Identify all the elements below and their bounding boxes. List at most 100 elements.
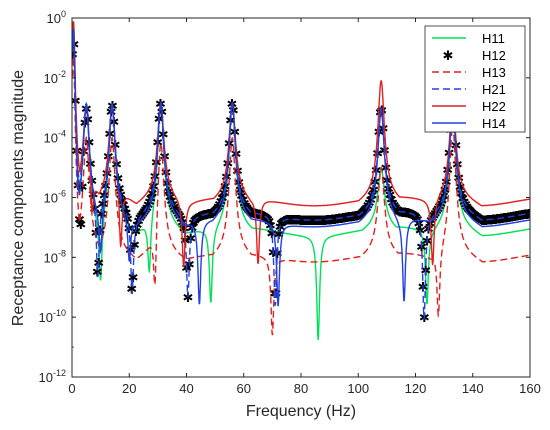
h12-marker: ✱ <box>253 208 264 223</box>
h12-marker: ✱ <box>200 208 211 223</box>
h12-marker: ✱ <box>504 211 515 226</box>
h12-marker: ✱ <box>488 213 499 228</box>
h12-marker: ✱ <box>209 206 220 221</box>
h12-marker: ✱ <box>358 205 369 220</box>
h12-marker: ✱ <box>276 217 287 232</box>
y-tick-label: 10-12 <box>39 368 66 385</box>
h12-marker: ✱ <box>287 213 298 228</box>
h12-marker: ✱ <box>514 209 525 224</box>
h12-marker: ✱ <box>521 208 532 223</box>
h12-marker: ✱ <box>383 182 394 197</box>
legend-swatch: ✱ <box>443 49 454 64</box>
h12-marker: ✱ <box>251 207 262 222</box>
h12-marker: ✱ <box>475 213 486 228</box>
h12-marker: ✱ <box>144 196 155 211</box>
y-tick-exponent: -6 <box>58 189 66 199</box>
h12-marker: ✱ <box>460 198 471 213</box>
h12-marker: ✱ <box>139 206 150 221</box>
legend-label: H13 <box>482 65 506 80</box>
h12-marker: ✱ <box>117 194 128 209</box>
h12-marker: ✱ <box>335 212 346 227</box>
h12-marker: ✱ <box>492 213 503 228</box>
h12-marker: ✱ <box>408 209 419 224</box>
h12-marker: ✱ <box>354 208 365 223</box>
h12-marker: ✱ <box>279 214 290 229</box>
h12-marker: ✱ <box>512 209 523 224</box>
h12-marker: ✱ <box>457 192 468 207</box>
h12-marker: ✱ <box>404 207 415 222</box>
h12-marker: ✱ <box>257 209 268 224</box>
h12-marker: ✱ <box>416 241 427 256</box>
h12-marker: ✱ <box>470 209 481 224</box>
h12-marker: ✱ <box>519 208 530 223</box>
h12-marker: ✱ <box>468 208 479 223</box>
h12-marker: ✱ <box>343 211 354 226</box>
h12-marker: ✱ <box>405 207 416 222</box>
y-tick-base: 10 <box>47 11 61 26</box>
h12-marker: ✱ <box>174 210 185 225</box>
h12-marker: ✱ <box>507 210 518 225</box>
h12-marker: ✱ <box>97 197 108 212</box>
h12-marker: ✱ <box>317 214 328 229</box>
y-tick-label: 10-2 <box>44 69 66 86</box>
h12-marker: ✱ <box>170 203 181 218</box>
h12-marker: ✱ <box>511 210 522 225</box>
y-tick-exponent: -10 <box>53 308 66 318</box>
legend-entry-h21: H21 <box>432 82 506 97</box>
h12-marker: ✱ <box>471 210 482 225</box>
h12-marker: ✱ <box>494 212 505 227</box>
legend-entry-h12: ✱ H12 <box>443 48 506 64</box>
h12-marker: ✱ <box>391 203 402 218</box>
h12-marker: ✱ <box>486 213 497 228</box>
h12-marker: ✱ <box>303 214 314 229</box>
h12-marker: ✱ <box>239 197 250 212</box>
h12-marker: ✱ <box>195 210 206 225</box>
y-tick-label: 10-10 <box>39 308 66 325</box>
x-tick-label: 60 <box>237 381 251 396</box>
h12-marker: ✱ <box>345 210 356 225</box>
h12-marker: ✱ <box>92 265 103 280</box>
y-tick-base: 10 <box>44 131 58 146</box>
y-tick-base: 10 <box>39 310 53 325</box>
h12-marker: ✱ <box>336 212 347 227</box>
h12-marker: ✱ <box>202 208 213 223</box>
h12-marker: ✱ <box>396 206 407 221</box>
h12-marker: ✱ <box>401 206 412 221</box>
h12-marker: ✱ <box>518 208 529 223</box>
legend-entry-h11: H11 <box>432 31 505 46</box>
h12-marker: ✱ <box>328 213 339 228</box>
h12-marker: ✱ <box>169 201 180 216</box>
h12-marker: ✱ <box>273 228 284 243</box>
y-tick-exponent: -8 <box>58 248 66 258</box>
legend-label: H14 <box>482 116 506 131</box>
h12-marker: ✱ <box>254 208 265 223</box>
h12-marker: ✱ <box>242 202 253 217</box>
y-tick-label: 10-8 <box>44 248 66 265</box>
h12-marker: ✱ <box>350 210 361 225</box>
h12-marker: ✱ <box>361 201 372 216</box>
h12-marker: ✱ <box>464 204 475 219</box>
y-tick-exponent: -4 <box>58 129 66 139</box>
h12-marker: ✱ <box>472 211 483 226</box>
x-tick-label: 100 <box>347 381 369 396</box>
h12-marker: ✱ <box>308 214 319 229</box>
h12-marker: ✱ <box>119 202 130 217</box>
h12-marker: ✱ <box>325 213 336 228</box>
h12-marker: ✱ <box>188 217 199 232</box>
h12-marker: ✱ <box>147 187 158 202</box>
h12-marker: ✱ <box>236 189 247 204</box>
h12-marker: ✱ <box>203 208 214 223</box>
legend-label: H21 <box>482 82 506 97</box>
h12-marker: ✱ <box>435 197 446 212</box>
h12-marker: ✱ <box>213 200 224 215</box>
h12-marker: ✱ <box>319 214 330 229</box>
h12-marker: ✱ <box>394 206 405 221</box>
h12-marker: ✱ <box>320 214 331 229</box>
h12-marker: ✱ <box>302 214 313 229</box>
h12-marker: ✱ <box>321 214 332 229</box>
x-tick-label: 140 <box>462 381 484 396</box>
h12-marker: ✱ <box>143 199 154 214</box>
h12-marker: ✱ <box>240 199 251 214</box>
h12-marker: ✱ <box>178 222 189 237</box>
